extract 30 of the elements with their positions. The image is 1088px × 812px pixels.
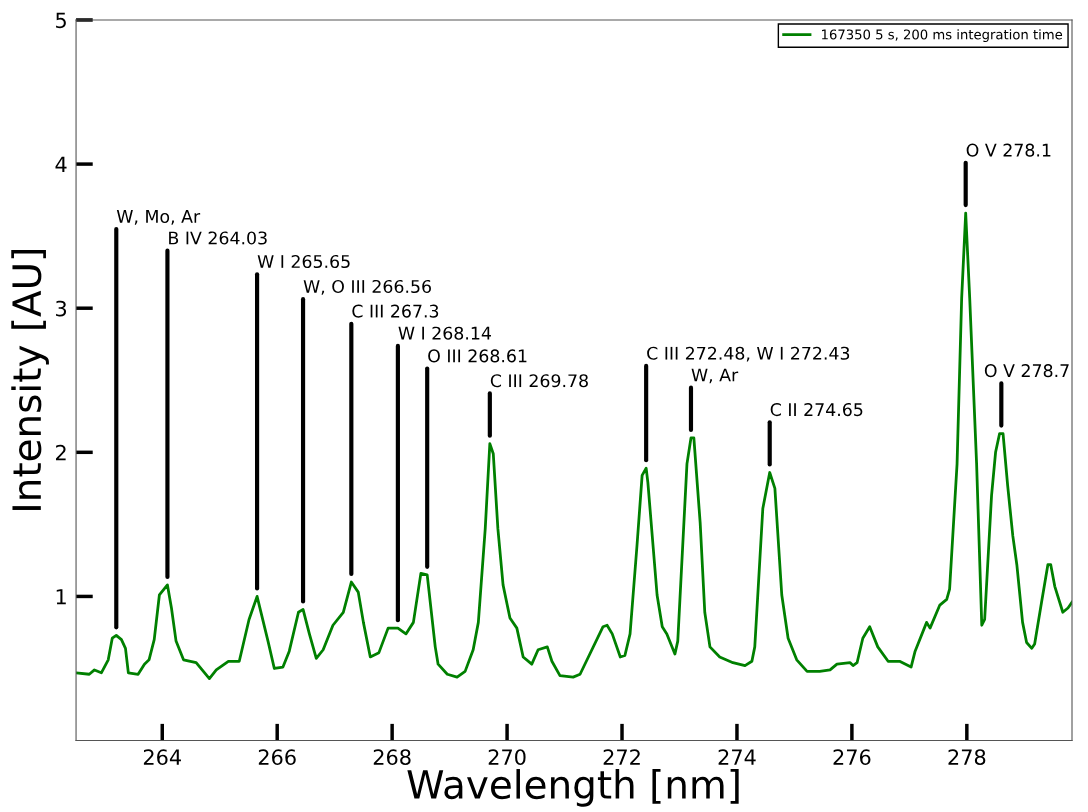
- x-tick-label: 266: [258, 749, 296, 765]
- annotation: W, Ar: [691, 368, 739, 384]
- annotation: C II 274.65: [770, 403, 863, 417]
- x-tick-label: 276: [833, 749, 871, 765]
- x-tick-label: 272: [603, 749, 640, 765]
- y-tick-label: 3: [56, 300, 67, 317]
- annotation: C III 269.78: [490, 374, 588, 388]
- line-series: [76, 211, 1073, 680]
- annotation: W I 268.14: [398, 326, 491, 340]
- legend-label: 167350 5 s, 200 ms integration time: [822, 29, 1063, 42]
- annotation: W, O III 266.56: [303, 279, 431, 295]
- annotation: B IV 264.03: [169, 231, 267, 245]
- y-tick-label: 5: [56, 12, 66, 29]
- annotation: C III 272.48, W I 272.43: [647, 346, 850, 362]
- annotation: O V 278.1: [966, 143, 1051, 157]
- annotation: O III 268.61: [428, 349, 527, 363]
- y-tick-label: 4: [55, 156, 67, 172]
- x-tick-label: 268: [373, 749, 411, 765]
- y-tick-label: 2: [55, 444, 66, 461]
- x-tick-label: 264: [143, 749, 181, 765]
- y-axis-title: Intensity [AU]: [11, 250, 49, 510]
- y-tick-label: 1: [56, 589, 66, 605]
- annotation: W, Mo, Ar: [116, 210, 201, 225]
- annotation: W I 265.65: [257, 254, 350, 269]
- x-tick-label: 270: [488, 749, 526, 765]
- x-tick-label: 278: [948, 749, 986, 765]
- annotation: C III 267.3: [352, 304, 439, 318]
- x-tick-label: 274: [718, 749, 756, 765]
- annotation: O V 278.7: [984, 364, 1069, 378]
- x-axis-title: Wavelength [nm]: [407, 769, 739, 807]
